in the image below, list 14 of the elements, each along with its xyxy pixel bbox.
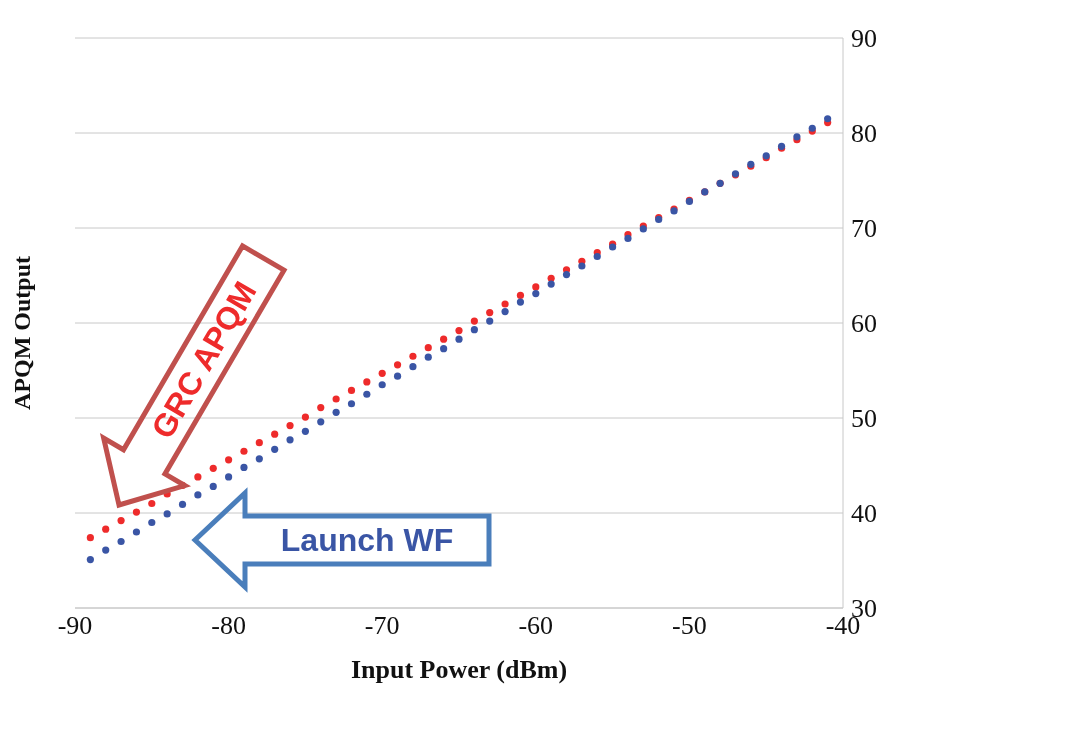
y-tick-label: 70 <box>851 214 877 244</box>
series-label: Launch WF <box>280 522 454 558</box>
y-axis-title: APQM Output <box>8 255 36 411</box>
x-tick-label: -90 <box>57 611 93 641</box>
x-tick-label: -50 <box>672 611 707 641</box>
y-tick-label: 40 <box>851 499 877 529</box>
y-tick-label: 80 <box>851 119 877 149</box>
x-tick-label: -70 <box>364 611 400 641</box>
x-axis-title: Input Power (dBm) <box>350 655 568 684</box>
y-tick-label: 60 <box>851 309 877 339</box>
x-tick-label: -60 <box>518 611 554 641</box>
y-tick-label: 50 <box>851 404 877 434</box>
x-tick-label: -80 <box>211 611 246 641</box>
y-tick-label: 90 <box>851 24 877 54</box>
